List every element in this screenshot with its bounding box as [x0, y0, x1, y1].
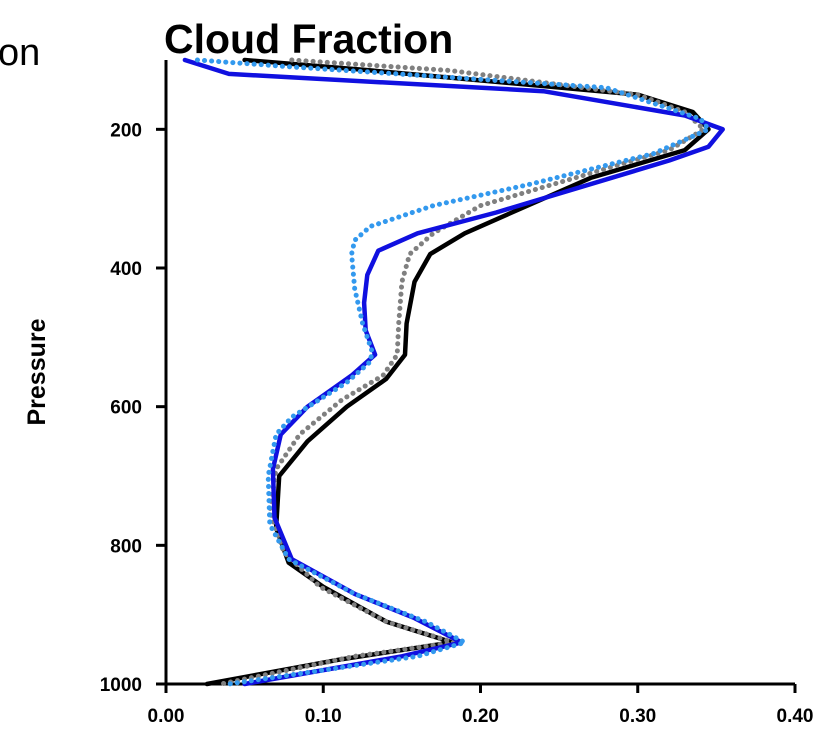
x-tick-label: 0.30 — [619, 706, 656, 727]
series-line-4 — [194, 57, 711, 687]
y-tick-label: 1000 — [100, 675, 142, 696]
series-line-2 — [218, 57, 707, 687]
y-tick-label: 600 — [110, 398, 142, 419]
series-line-3 — [182, 57, 725, 687]
x-tick-label: 0.10 — [305, 706, 342, 727]
y-tick-label: 200 — [110, 120, 142, 141]
axes — [156, 60, 797, 693]
y-tick-label: 400 — [110, 259, 142, 280]
series-line-1 — [204, 57, 711, 687]
y-tick-label: 800 — [110, 536, 142, 557]
series-group — [182, 57, 725, 687]
tick-labels: 0.00 0.10 0.20 0.30 0.40 200 400 600 800 1000 — [100, 120, 814, 727]
clipped-title-fragment: on — [0, 32, 40, 74]
chart-title: Cloud Fraction — [164, 16, 453, 62]
x-tick-label: 0.20 — [462, 706, 499, 727]
x-tick-label: 0.40 — [777, 706, 814, 727]
y-axis-label: Pressure — [23, 318, 51, 425]
x-tick-label: 0.00 — [148, 706, 185, 727]
